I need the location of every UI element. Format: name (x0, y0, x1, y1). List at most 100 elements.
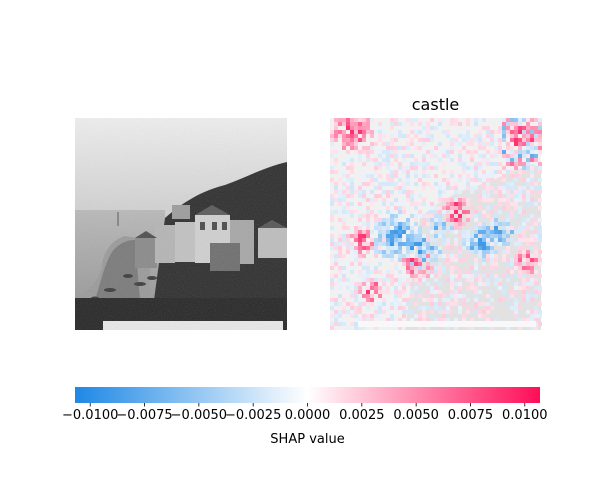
shap-cell (442, 118, 446, 122)
shap-cell (454, 142, 458, 146)
shap-cell (454, 118, 458, 122)
shap-cell (458, 218, 462, 222)
shap-cell (406, 194, 410, 198)
shap-cell (526, 158, 530, 162)
shap-cell (482, 262, 486, 266)
shap-cell (366, 222, 370, 226)
shap-cell (478, 146, 482, 150)
shap-cell (330, 226, 334, 230)
shap-cell (510, 150, 514, 154)
shap-cell (518, 246, 522, 250)
shap-cell (382, 286, 386, 290)
shap-cell (346, 310, 350, 314)
shap-cell (530, 274, 534, 278)
shap-cell (402, 198, 406, 202)
shap-cell (382, 250, 386, 254)
shap-cell (422, 186, 426, 190)
shap-cell (498, 130, 502, 134)
shap-cell (506, 258, 510, 262)
shap-cell (386, 182, 390, 186)
shap-cell (462, 302, 466, 306)
shap-cell (414, 278, 418, 282)
shap-cell (530, 186, 534, 190)
shap-cell (394, 122, 398, 126)
shap-cell (474, 258, 478, 262)
shap-cell (350, 134, 354, 138)
shap-cell (534, 150, 538, 154)
shap-cell (450, 310, 454, 314)
shap-cell (502, 126, 506, 130)
shap-cell (482, 174, 486, 178)
shap-cell (406, 226, 410, 230)
shap-cell (498, 222, 502, 226)
colorbar-tick-label: −0.0075 (116, 408, 172, 423)
shap-cell (378, 310, 382, 314)
shap-cell (426, 282, 430, 286)
shap-cell (506, 190, 510, 194)
shap-cell (482, 210, 486, 214)
shap-cell (522, 298, 526, 302)
shap-cell (394, 246, 398, 250)
shap-cell (394, 234, 398, 238)
shap-cell (426, 258, 430, 262)
shap-cell (506, 118, 510, 122)
shap-cell (454, 318, 458, 322)
shap-cell (506, 262, 510, 266)
shap-cell (506, 126, 510, 130)
shap-cell (398, 290, 402, 294)
shap-cell (410, 250, 414, 254)
shap-cell (390, 274, 394, 278)
shap-cell (434, 206, 438, 210)
shap-cell (402, 262, 406, 266)
shap-cell (518, 234, 522, 238)
shap-cell (434, 270, 438, 274)
shap-cell (490, 186, 494, 190)
shap-cell (518, 190, 522, 194)
shap-cell (462, 198, 466, 202)
shap-cell (454, 182, 458, 186)
shap-cell (502, 286, 506, 290)
shap-cell (346, 302, 350, 306)
shap-cell (362, 162, 366, 166)
shap-cell (358, 182, 362, 186)
shap-cell (422, 238, 426, 242)
shap-cell (478, 314, 482, 318)
shap-cell (350, 262, 354, 266)
shap-cell (438, 270, 442, 274)
shap-cell (514, 166, 518, 170)
shap-cell (358, 186, 362, 190)
shap-cell (418, 266, 422, 270)
shap-cell (386, 242, 390, 246)
shap-cell (358, 154, 362, 158)
shap-cell (514, 242, 518, 246)
shap-cell (422, 258, 426, 262)
shap-cell (354, 126, 358, 130)
shap-cell (390, 146, 394, 150)
shap-cell (466, 134, 470, 138)
shap-cell (374, 214, 378, 218)
shap-cell (486, 310, 490, 314)
shap-cell (330, 242, 334, 246)
shap-cell (438, 310, 442, 314)
shap-cell (530, 222, 534, 226)
shap-cell (390, 270, 394, 274)
shap-cell (338, 134, 342, 138)
shap-cell (454, 290, 458, 294)
shap-cell (342, 226, 346, 230)
shap-cell (534, 182, 538, 186)
shap-cell (506, 226, 510, 230)
shap-cell (434, 226, 438, 230)
shap-cell (494, 130, 498, 134)
shap-cell (354, 234, 358, 238)
shap-cell (506, 182, 510, 186)
shap-cell (402, 122, 406, 126)
shap-cell (350, 190, 354, 194)
shap-cell (514, 302, 518, 306)
shap-cell (522, 286, 526, 290)
shap-cell (406, 170, 410, 174)
shap-cell (418, 238, 422, 242)
shap-cell (450, 142, 454, 146)
shap-cell (418, 138, 422, 142)
shap-cell (522, 154, 526, 158)
colorbar-tick-label: 0.0100 (502, 408, 548, 423)
